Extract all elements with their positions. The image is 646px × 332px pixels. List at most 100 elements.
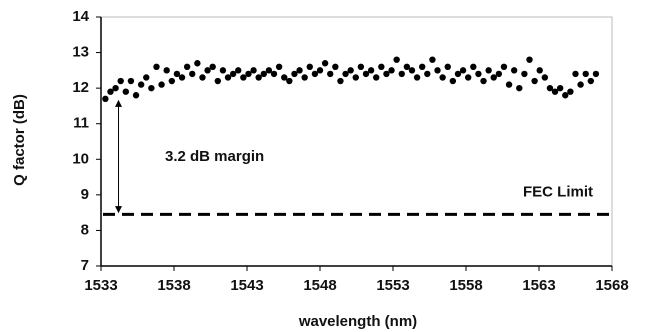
- data-point: [464, 74, 472, 81]
- x-tick-label: 1543: [230, 277, 263, 294]
- y-tick-label: 13: [72, 44, 89, 61]
- y-tick-label: 8: [81, 221, 89, 238]
- data-point: [480, 77, 487, 85]
- data-point: [286, 77, 293, 85]
- data-point: [408, 67, 416, 74]
- data-point: [194, 60, 201, 67]
- data-point: [592, 70, 600, 78]
- data-point: [229, 70, 237, 78]
- data-point: [148, 84, 155, 92]
- data-point: [163, 67, 170, 74]
- y-tick-label: 10: [72, 150, 89, 167]
- data-point: [521, 70, 528, 78]
- data-point: [107, 88, 114, 95]
- data-point: [214, 77, 221, 85]
- data-point: [178, 74, 186, 81]
- x-tick-label: 1533: [84, 277, 117, 294]
- data-point: [367, 67, 375, 74]
- x-tick-label: 1563: [522, 277, 555, 294]
- data-point: [500, 63, 508, 70]
- data-point: [495, 70, 503, 78]
- data-point: [291, 70, 298, 78]
- data-point: [562, 92, 569, 99]
- data-point: [137, 81, 145, 88]
- data-point: [510, 67, 518, 74]
- data-point: [357, 63, 365, 70]
- data-point: [168, 77, 176, 85]
- data-point: [189, 70, 196, 78]
- data-point: [454, 70, 462, 78]
- data-point: [112, 84, 119, 92]
- y-tick-label: 9: [81, 186, 89, 203]
- data-point: [572, 70, 579, 78]
- data-point: [413, 74, 421, 81]
- data-point: [449, 77, 457, 85]
- data-point: [541, 74, 549, 81]
- data-point: [327, 70, 334, 78]
- data-point: [296, 67, 303, 74]
- x-tick-label: 1538: [157, 277, 190, 294]
- data-point: [526, 56, 533, 63]
- data-point: [546, 84, 554, 92]
- data-point: [332, 63, 339, 70]
- data-point: [143, 74, 150, 81]
- data-point: [245, 70, 252, 78]
- y-tick-label: 11: [73, 115, 89, 132]
- data-point: [485, 67, 492, 74]
- x-tick-label: 1548: [303, 277, 336, 294]
- data-point: [434, 67, 441, 74]
- data-point: [102, 95, 109, 103]
- data-point: [419, 63, 426, 70]
- data-point: [337, 77, 344, 85]
- data-point: [132, 92, 140, 99]
- data-point: [536, 67, 543, 74]
- data-point: [388, 67, 395, 74]
- fec-limit-label: FEC Limit: [523, 183, 593, 200]
- data-point: [275, 63, 283, 70]
- data-point: [127, 77, 135, 85]
- data-point: [373, 74, 380, 81]
- x-axis-title: wavelength (nm): [298, 313, 417, 330]
- data-point: [475, 70, 482, 78]
- data-point: [347, 67, 354, 74]
- data-point: [378, 63, 385, 70]
- data-point: [567, 88, 574, 95]
- data-point: [516, 84, 523, 92]
- data-point: [153, 63, 160, 70]
- data-point: [250, 67, 257, 74]
- data-point: [240, 74, 247, 81]
- data-point: [219, 67, 227, 74]
- y-tick-label: 12: [72, 79, 89, 96]
- data-point: [204, 67, 211, 74]
- data-point: [403, 63, 411, 70]
- data-point: [209, 63, 216, 70]
- data-point: [301, 74, 308, 81]
- data-point: [429, 56, 436, 63]
- x-tick-label: 1568: [595, 277, 628, 294]
- data-point: [306, 63, 313, 70]
- y-tick-label: 7: [81, 257, 89, 274]
- data-point: [122, 88, 130, 95]
- data-point: [281, 74, 288, 81]
- data-point: [490, 74, 497, 81]
- data-point: [398, 70, 405, 78]
- data-point: [270, 70, 278, 78]
- data-point: [255, 74, 262, 81]
- data-point: [444, 63, 451, 70]
- data-point: [531, 77, 538, 85]
- data-point: [393, 56, 400, 63]
- data-point: [321, 60, 329, 67]
- data-point: [577, 81, 584, 88]
- data-point: [342, 70, 349, 78]
- data-point: [311, 70, 319, 78]
- data-point: [173, 70, 181, 78]
- data-point: [235, 67, 242, 74]
- x-tick-label: 1558: [449, 277, 482, 294]
- data-point: [439, 74, 446, 81]
- data-point: [505, 81, 513, 88]
- data-point: [362, 70, 370, 78]
- data-point: [265, 67, 273, 74]
- data-point: [117, 77, 124, 85]
- data-point: [582, 70, 589, 78]
